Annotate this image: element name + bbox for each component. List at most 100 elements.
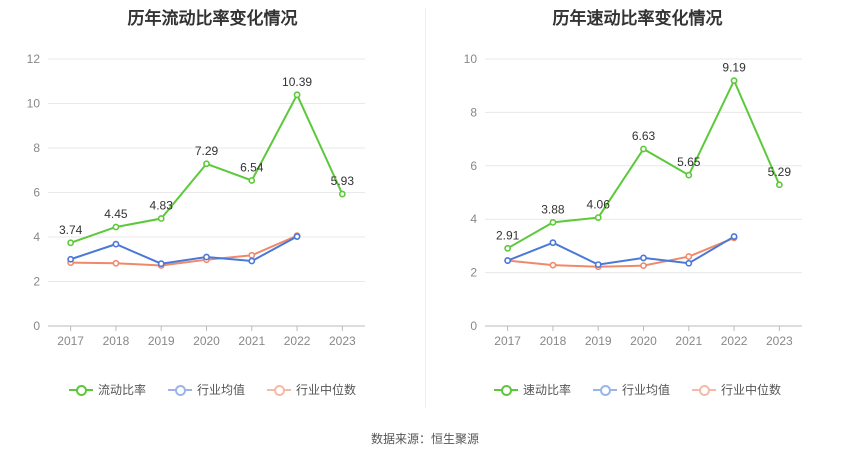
data-point-primary [775, 181, 783, 189]
data-point-industry-mean [549, 239, 557, 247]
data-point-industry-mean [640, 254, 647, 262]
data-label: 6.63 [632, 129, 656, 143]
x-tick-label: 2021 [675, 334, 702, 348]
data-point-primary [67, 239, 75, 247]
x-tick-label: 2020 [630, 334, 657, 348]
series-line-primary [507, 78, 781, 250]
quick-ratio-plot: 0 2 4 6 8 10 2017 2018 2019 2020 2021 2022 2023 2.91 3… [464, 52, 802, 348]
series-line-industry-median [507, 236, 735, 268]
panel-divider [425, 8, 426, 408]
data-point-primary [730, 77, 738, 85]
legend-item-industry-median[interactable]: 行业中位数 [267, 381, 356, 398]
data-point-primary [157, 215, 165, 222]
data-point-industry-mean [203, 253, 210, 261]
data-label: 3.88 [541, 202, 565, 216]
data-point-industry-median [549, 261, 557, 269]
data-point-industry-mean [293, 233, 301, 240]
series-line-industry-mean [70, 235, 298, 265]
y-tick-label: 2 [33, 275, 40, 289]
x-tick-label: 2019 [148, 334, 175, 348]
data-point-industry-median [112, 259, 120, 267]
data-point-primary [248, 177, 256, 184]
legend-label: 行业均值 [621, 383, 670, 397]
x-tick-label: 2018 [103, 334, 130, 348]
x-tick-label: 2019 [585, 334, 612, 348]
legend-label: 速动比率 [522, 383, 571, 397]
series-line-industry-median [70, 234, 298, 267]
legend-line-icon [68, 384, 93, 396]
legend-item-current-ratio[interactable]: 流动比率 [68, 381, 146, 398]
data-label: 2.91 [496, 228, 520, 242]
y-tick-label: 0 [470, 319, 477, 333]
x-tick-label: 2017 [494, 334, 521, 348]
chart-legend: 速动比率 行业均值 行业中位数 [425, 381, 850, 398]
y-tick-label: 8 [33, 141, 40, 155]
legend-label: 行业中位数 [296, 383, 357, 397]
data-point-primary [338, 190, 346, 198]
x-tick-label: 2018 [540, 334, 567, 348]
data-label: 6.54 [240, 160, 264, 174]
x-tick-label: 2021 [238, 334, 265, 348]
current-ratio-chart: 历年流动比率变化情况 0 2 4 6 8 10 12 2017 2018 2019 2020 2021… [0, 0, 425, 410]
data-point-industry-median [685, 253, 693, 260]
chart-title: 历年流动比率变化情况 [127, 9, 298, 28]
chart-legend: 流动比率 行业均值 行业中位数 [0, 381, 425, 398]
x-tick-label: 2020 [193, 334, 220, 348]
legend-line-icon [493, 384, 518, 396]
legend-item-industry-mean[interactable]: 行业均值 [167, 381, 245, 398]
data-point-primary [203, 160, 210, 168]
data-point-industry-mean [248, 257, 256, 265]
x-tick-label: 2022 [721, 334, 748, 348]
data-point-primary [293, 91, 301, 99]
data-point-industry-mean [504, 257, 512, 264]
x-tick-label: 2023 [766, 334, 793, 348]
y-tick-label: 6 [33, 186, 40, 200]
y-tick-label: 2 [470, 266, 477, 280]
data-point-industry-mean [730, 233, 738, 240]
data-label: 4.45 [104, 207, 128, 221]
data-label: 5.65 [677, 155, 701, 169]
legend-item-industry-mean[interactable]: 行业均值 [592, 381, 670, 398]
data-label: 3.74 [59, 223, 83, 237]
legend-line-icon [267, 384, 291, 396]
series-line-industry-mean [507, 235, 735, 266]
legend-label: 行业均值 [196, 383, 245, 397]
y-tick-label: 12 [27, 52, 41, 66]
y-tick-label: 6 [470, 159, 477, 173]
current-ratio-plot: 0 2 4 6 8 10 12 2017 2018 2019 2020 2021 2022 2023 3.7… [27, 52, 365, 348]
data-point-industry-mean [685, 259, 693, 267]
data-point-primary [640, 145, 647, 153]
data-point-industry-mean [67, 255, 75, 263]
data-label: 5.29 [768, 165, 792, 179]
data-point-primary [549, 219, 557, 226]
data-label: 10.39 [282, 75, 312, 89]
data-point-industry-median [640, 262, 647, 270]
data-point-industry-median [248, 251, 256, 259]
legend-item-industry-median[interactable]: 行业中位数 [692, 381, 781, 398]
data-label: 4.06 [587, 198, 611, 212]
y-tick-label: 10 [464, 52, 478, 66]
y-tick-label: 4 [470, 212, 477, 226]
y-tick-label: 8 [470, 105, 477, 119]
legend-item-quick-ratio[interactable]: 速动比率 [493, 381, 571, 398]
x-tick-label: 2023 [329, 334, 356, 348]
data-point-primary [594, 214, 602, 221]
data-point-primary [112, 223, 120, 231]
legend-line-icon [692, 384, 716, 396]
chart-title: 历年速动比率变化情况 [552, 9, 723, 28]
data-source: 数据来源：恒生聚源 [370, 432, 479, 446]
y-tick-label: 4 [33, 230, 40, 244]
data-point-industry-mean [594, 261, 602, 268]
data-label: 4.83 [150, 199, 174, 213]
data-label: 7.29 [195, 144, 219, 158]
y-tick-label: 0 [33, 319, 40, 333]
y-tick-label: 10 [27, 97, 41, 111]
data-point-primary [685, 171, 693, 179]
data-point-industry-mean [112, 240, 120, 248]
quick-ratio-chart: 历年速动比率变化情况 0 2 4 6 8 10 2017 2018 2019 2020 2021 20… [425, 0, 850, 410]
legend-label: 流动比率 [97, 383, 146, 397]
x-tick-label: 2022 [284, 334, 311, 348]
legend-label: 行业中位数 [721, 383, 782, 397]
legend-line-icon [167, 384, 192, 396]
legend-line-icon [592, 384, 617, 396]
